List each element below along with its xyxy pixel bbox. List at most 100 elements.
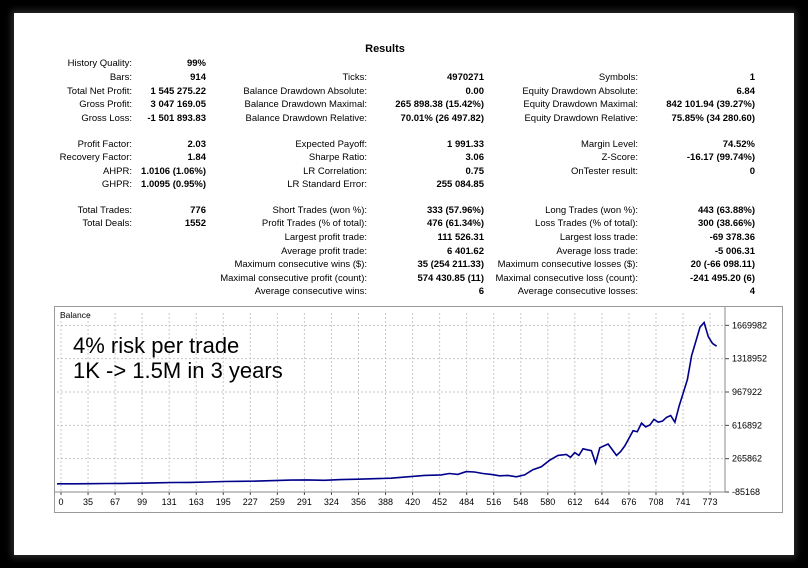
stat-value: 443 (63.88%): [697, 205, 755, 216]
report-frame: Results History Quality: 99% Bars: 914 Ticks…: [14, 13, 794, 555]
x-tick-label: 741: [676, 497, 691, 507]
stat-value: 842 101.94 (39.27%): [666, 99, 755, 110]
x-tick-label: 99: [137, 497, 147, 507]
x-tick-label: 548: [513, 497, 528, 507]
stat-value: -16.17 (99.74%): [686, 152, 755, 163]
x-tick-label: 676: [621, 497, 636, 507]
stat-value: -1 501 893.83: [147, 113, 206, 124]
stat-value: -69 378.36: [709, 232, 755, 243]
x-tick-label: 163: [189, 497, 204, 507]
stat-label: Average profit trade:: [281, 246, 367, 257]
stat-value: 35 (254 211.33): [417, 259, 484, 270]
chart-title: Balance: [60, 310, 91, 320]
stat-label: Balance Drawdown Absolute:: [243, 86, 367, 97]
x-tick-label: 0: [58, 497, 63, 507]
stat-label: Expected Payoff:: [295, 139, 367, 150]
stat-value: 4970271: [447, 72, 484, 83]
stat-label: Ticks:: [342, 72, 367, 83]
stat-label: Average consecutive losses:: [517, 286, 638, 297]
stat-label: Maximal consecutive loss (count):: [495, 273, 638, 284]
stat-label: Gross Loss:: [81, 113, 132, 124]
balance-chart-svg: 1669982 1318952 967922 616892 265862 -85168 0 3…: [55, 307, 767, 507]
x-tick-label: 195: [216, 497, 231, 507]
stat-label: Profit Trades (% of total):: [261, 218, 367, 229]
stat-label: OnTester result:: [570, 166, 638, 177]
stat-label: Total Net Profit:: [67, 86, 132, 97]
stat-value: 265 898.38 (15.42%): [395, 99, 484, 110]
x-tick-label: 644: [594, 497, 609, 507]
stat-label: Sharpe Ratio:: [308, 152, 367, 163]
x-tick-label: 291: [297, 497, 312, 507]
stat-label: LR Standard Error:: [287, 179, 367, 190]
stat-value: 476 (61.34%): [426, 218, 484, 229]
x-tick-label: 324: [324, 497, 339, 507]
stat-label: Total Trades:: [77, 205, 132, 216]
stat-label: Profit Factor:: [77, 139, 132, 150]
x-tick-label: 773: [703, 497, 718, 507]
stat-label: Total Deals:: [82, 218, 132, 229]
stat-value: 70.01% (26 497.82): [400, 113, 484, 124]
x-tick-label: 516: [486, 497, 501, 507]
stat-label: Maximal consecutive profit (count):: [220, 273, 367, 284]
stat-value: 1.0095 (0.95%): [141, 179, 206, 190]
x-tick-label: 420: [405, 497, 420, 507]
stat-value: 74.52%: [722, 139, 755, 150]
stat-label: Average loss trade:: [556, 246, 638, 257]
stat-label: Long Trades (won %):: [545, 205, 638, 216]
x-tick-label: 259: [270, 497, 285, 507]
x-tick-label: 67: [110, 497, 120, 507]
stat-label: Equity Drawdown Absolute:: [522, 86, 638, 97]
stat-label: Bars:: [109, 72, 132, 83]
stat-label: Largest loss trade:: [559, 232, 638, 243]
stat-value: 20 (-66 098.11): [690, 259, 755, 270]
stat-value: 6.84: [736, 86, 756, 97]
stat-label: Loss Trades (% of total):: [535, 218, 638, 229]
stat-value: 6 401.62: [447, 246, 484, 257]
x-tick-label: 227: [243, 497, 258, 507]
balance-chart: Balance 1669982 1318952 967922 616892 265862…: [54, 306, 783, 513]
stat-value: 1.0106 (1.06%): [141, 166, 206, 177]
x-tick-label: 452: [432, 497, 447, 507]
x-tick-label: 612: [567, 497, 582, 507]
stat-value: 3.06: [465, 152, 485, 163]
stat-value: -5 006.31: [714, 246, 755, 257]
stat-value: 0.75: [465, 166, 485, 177]
stat-label: GHPR:: [101, 179, 132, 190]
stat-label: Maximum consecutive losses ($):: [497, 259, 638, 270]
stat-value: 1 545 275.22: [150, 86, 206, 97]
stat-label: Balance Drawdown Maximal:: [244, 99, 368, 110]
stat-label: Balance Drawdown Relative:: [245, 113, 367, 124]
stat-label: Margin Level:: [580, 139, 638, 150]
stat-label: Equity Drawdown Relative:: [524, 113, 638, 124]
x-tick-label: 388: [378, 497, 393, 507]
stat-label: Short Trades (won %):: [272, 205, 367, 216]
y-tick-label: 265862: [732, 454, 762, 464]
stat-value: 1.84: [187, 152, 207, 163]
stat-label: Equity Drawdown Maximal:: [523, 99, 638, 110]
x-tick-label: 131: [162, 497, 177, 507]
stat-label: AHPR:: [102, 166, 132, 177]
stat-label: Recovery Factor:: [59, 152, 132, 163]
stat-value: 75.85% (34 280.60): [671, 113, 755, 124]
stat-value: 0: [749, 166, 755, 177]
stat-label: History Quality:: [67, 58, 132, 69]
y-tick-label: 1669982: [732, 320, 767, 330]
stat-value: -241 495.20 (6): [690, 273, 755, 284]
y-tick-label: 1318952: [732, 354, 767, 364]
x-tick-label: 35: [83, 497, 93, 507]
stat-value: 1552: [184, 218, 206, 229]
stat-value: 3 047 169.05: [150, 99, 206, 110]
stat-label: Largest profit trade:: [284, 232, 367, 243]
stat-value: 776: [190, 205, 206, 216]
chart-annotation: 1K -> 1.5M in 3 years: [73, 358, 283, 383]
stat-label: Average consecutive wins:: [254, 286, 367, 297]
x-tick-label: 484: [459, 497, 474, 507]
stat-value: 1: [749, 72, 755, 83]
stat-value: 914: [190, 72, 206, 83]
x-tick-label: 356: [351, 497, 366, 507]
y-tick-label: -85168: [732, 487, 760, 497]
stat-label: Maximum consecutive wins ($):: [234, 259, 367, 270]
chart-annotation: 4% risk per trade: [73, 333, 239, 358]
y-tick-label: 967922: [732, 387, 762, 397]
stat-value: 99%: [186, 58, 206, 69]
